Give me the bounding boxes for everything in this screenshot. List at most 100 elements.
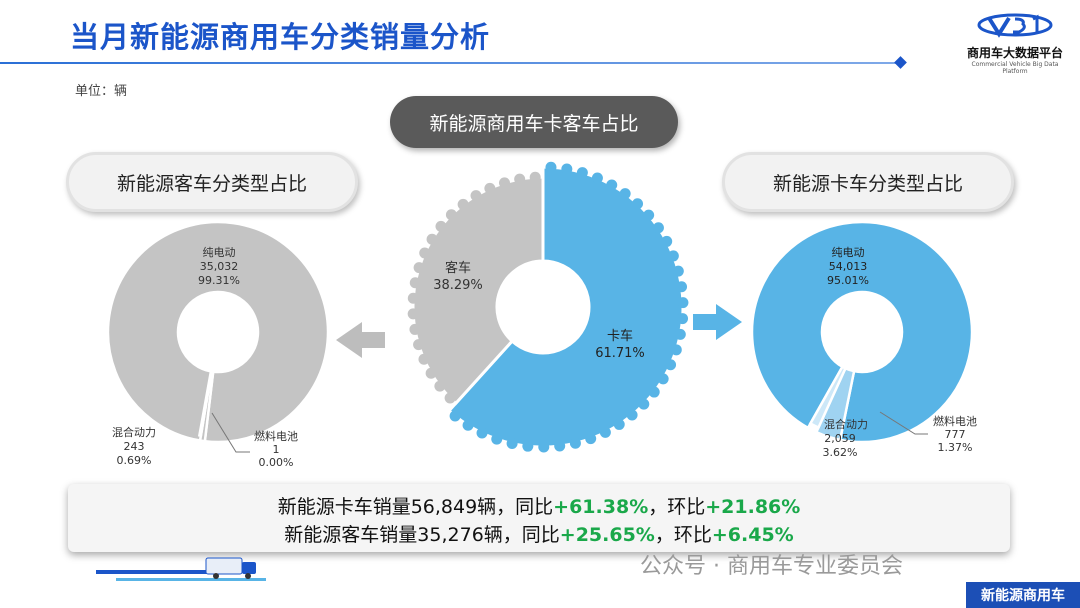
center-donut-slice-0-scallop xyxy=(674,328,686,340)
truck-label-fcev-name: 燃料电池 xyxy=(933,414,977,428)
truck-leader-line xyxy=(879,411,928,435)
center-donut-slice-1-scallop xyxy=(498,177,510,189)
center-donut-slice-0-scallop xyxy=(677,313,689,325)
bus-label-hybrid-pct: 0.69% xyxy=(117,454,152,467)
left-arrow-icon xyxy=(336,322,385,358)
truck-chart-title: 新能源卡车分类型占比 xyxy=(722,152,1014,212)
footer-tag: 新能源商用车 xyxy=(966,582,1080,608)
center-donut-slice-0-scallop xyxy=(538,441,550,453)
center-donut-slice-0-scallop xyxy=(545,161,557,173)
bus-label-bev-name: 纯电动 xyxy=(203,246,236,259)
center-donut-slice-1-scallop xyxy=(409,323,421,335)
center-donut-slice-1-scallop xyxy=(413,339,425,351)
center-donut-slice-0-scallop xyxy=(619,188,631,200)
center-donut-slice-0-scallop xyxy=(665,359,677,371)
center-donut-slice-0-scallop xyxy=(638,398,650,410)
summary-bus-yoy: +25.65% xyxy=(559,524,655,546)
center-donut-slice-0-scallop xyxy=(643,209,655,221)
center-donut-slice-1-scallop xyxy=(413,262,425,274)
center-donut-slice-0-scallop xyxy=(626,409,638,421)
center-donut-slice-0-scallop xyxy=(652,222,664,234)
truck-donut-slice-0 xyxy=(750,220,974,444)
center-donut-slice-1-scallop xyxy=(514,173,526,185)
logo-en-name: Commercial Vehicle Big Data Platform xyxy=(971,61,1059,75)
center-donut-slice-0-scallop xyxy=(667,250,679,262)
center-donut-slice-0-scallop xyxy=(657,373,669,385)
center-donut-slice-0-scallop xyxy=(522,440,534,452)
bus-label-hybrid-value: 243 xyxy=(124,440,145,453)
center-donut-slice-0-scallop xyxy=(599,426,611,438)
center-donut-slice-0-scallop xyxy=(476,427,488,439)
center-donut-slice-1-scallop xyxy=(407,292,419,304)
center-donut-slice-1-scallop xyxy=(529,171,541,183)
logo-name: 商用车大数据平台 xyxy=(966,46,1063,60)
center-donut-slice-1-scallop xyxy=(444,392,456,404)
center-donut-slice-1-scallop xyxy=(425,367,437,379)
truck-label-bev-pct: 95.01% xyxy=(827,274,869,287)
center-donut-slice-0-scallop xyxy=(506,438,518,450)
summary-truck-mom: +21.86% xyxy=(705,496,801,518)
bus-label-fcev-name: 燃料电池 xyxy=(254,429,298,443)
title-underline xyxy=(0,62,900,64)
center-donut-slice-1-scallop xyxy=(418,353,430,365)
center-donut-slice-1-scallop xyxy=(445,209,457,221)
bus-label-bev-value: 35,032 xyxy=(200,260,239,273)
truck-label-bev-value: 54,013 xyxy=(829,260,868,273)
center-donut-slice-1-scallop xyxy=(435,220,447,232)
truck-label-bev-name: 纯电动 xyxy=(832,246,865,259)
center-donut-slice-0-scallop xyxy=(585,433,597,445)
bus-label-bev-pct: 99.31% xyxy=(198,274,240,287)
center-donut-slice-0-scallop xyxy=(554,440,566,452)
center-donut-slice-0-scallop xyxy=(569,437,581,449)
watermark-text: 公众号 · 商用车专业委员会 xyxy=(640,554,903,579)
center-donut xyxy=(407,161,689,453)
center-donut-slice-0 xyxy=(446,165,685,449)
unit-label: 单位：辆 xyxy=(75,84,128,99)
bus-donut-slice-0 xyxy=(106,220,330,444)
bus-donut xyxy=(106,220,330,444)
center-donut-slice-0-scallop xyxy=(491,433,503,445)
bus-leader-line xyxy=(211,412,250,453)
bus-label-fcev-value: 1 xyxy=(273,443,280,456)
center-donut-slice-1-scallop xyxy=(407,308,419,320)
center-donut-slice-0-scallop xyxy=(462,419,474,431)
center-donut-slice-0-scallop xyxy=(648,386,660,398)
center-donut-slice-1-scallop xyxy=(457,198,469,210)
center-chart-title: 新能源商用车卡客车占比 xyxy=(390,96,678,148)
summary-truck-line: 新能源卡车销量56,849辆，同比+61.38%，环比+21.86% xyxy=(68,492,1010,519)
center-donut-slice-0-scallop xyxy=(561,163,573,175)
bus-label-fcev-pct: 0.00% xyxy=(259,456,294,469)
summary-bus-mom: +6.45% xyxy=(711,524,794,546)
center-donut-slice-0-scallop xyxy=(676,281,688,293)
truck-donut xyxy=(750,220,974,444)
truck-decoration-icon xyxy=(96,557,266,581)
center-donut-slice-1-scallop xyxy=(470,190,482,202)
truck-label-fcev-value: 777 xyxy=(945,428,966,441)
right-arrow-icon xyxy=(693,304,742,340)
truck-label-fcev-pct: 1.37% xyxy=(938,441,973,454)
center-donut-slice-0-scallop xyxy=(661,235,673,247)
truck-donut-slice-2 xyxy=(808,365,848,430)
summary-box: 新能源卡车销量56,849辆，同比+61.38%，环比+21.86% 新能源客车… xyxy=(68,484,1010,552)
center-donut-slice-1-scallop xyxy=(409,277,421,289)
logo: 商用车大数据平台 Commercial Vehicle Big Data Pla… xyxy=(960,12,1070,75)
center-donut-slice-0-scallop xyxy=(672,265,684,277)
summary-bus-line: 新能源客车销量35,276辆，同比+25.65%，环比+6.45% xyxy=(68,520,1010,547)
summary-bus-mid: ，环比 xyxy=(654,524,712,546)
center-donut-slice-0-scallop xyxy=(613,418,625,430)
bus-donut-slice-2 xyxy=(197,369,213,438)
center-donut-slice-1-scallop xyxy=(426,233,438,245)
center-donut-slice-1-scallop xyxy=(434,380,446,392)
center-label-bus-pct: 38.29% xyxy=(433,278,483,293)
center-donut-slice-0-scallop xyxy=(606,179,618,191)
center-label-truck-name: 卡车 xyxy=(607,328,633,344)
center-donut-slice-0-scallop xyxy=(576,167,588,179)
summary-bus-text: 新能源客车销量35,276辆，同比 xyxy=(284,524,560,546)
page-title: 当月新能源商用车分类销量分析 xyxy=(70,20,491,54)
summary-truck-yoy: +61.38% xyxy=(553,496,649,518)
bus-chart-title: 新能源客车分类型占比 xyxy=(66,152,358,212)
truck-label-hybrid-pct: 3.62% xyxy=(823,446,858,459)
truck-label-hybrid-value: 2,059 xyxy=(824,432,856,445)
summary-truck-mid: ，环比 xyxy=(648,496,706,518)
